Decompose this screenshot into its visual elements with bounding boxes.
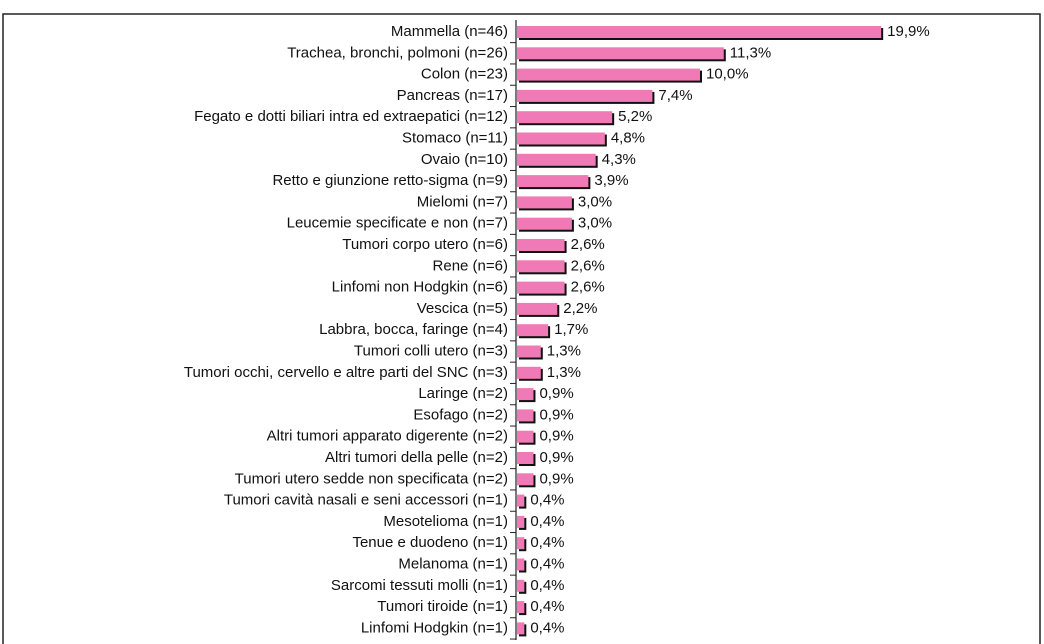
value-label: 0,4% <box>530 619 564 636</box>
value-label: 0,4% <box>530 598 564 615</box>
bar <box>517 558 525 571</box>
category-label: Trachea, bronchi, polmoni (n=26) <box>287 44 508 61</box>
category-label: Tumori tiroide (n=1) <box>377 598 508 615</box>
value-label: 7,4% <box>658 87 692 104</box>
bar <box>517 239 565 251</box>
category-label: Melanoma (n=1) <box>398 555 508 572</box>
category-label: Mesotelioma (n=1) <box>383 513 508 530</box>
bar <box>517 153 596 166</box>
category-label: Mammella (n=46) <box>391 23 508 40</box>
category-label: Stomaco (n=11) <box>402 129 508 146</box>
value-label: 2,6% <box>571 279 605 296</box>
bar <box>517 388 534 401</box>
category-label: Mielomi (n=7) <box>417 193 508 210</box>
category-label: Linfomi Hodgkin (n=1) <box>361 619 508 636</box>
value-label: 0,4% <box>530 555 564 572</box>
category-label: Labbra, bocca, faringe (n=4) <box>319 321 508 338</box>
value-label: 0,9% <box>539 428 573 445</box>
category-label: Linfomi non Hodgkin (n=6) <box>332 279 508 296</box>
bar <box>517 601 525 614</box>
category-label: Altri tumori apparato digerente (n=2) <box>267 428 508 445</box>
frame <box>2 13 1041 644</box>
bar <box>517 515 525 528</box>
value-label: 0,9% <box>539 385 573 402</box>
category-label: Altri tumori della pelle (n=2) <box>325 449 508 466</box>
value-label: 0,9% <box>539 449 573 466</box>
category-label: Vescica (n=5) <box>417 300 508 317</box>
value-label: 0,4% <box>530 534 564 551</box>
category-label: Tumori occhi, cervello e altre parti del… <box>184 364 508 381</box>
value-label: 4,8% <box>611 129 645 146</box>
value-label: 1,7% <box>554 321 588 338</box>
value-label: 3,0% <box>578 193 612 210</box>
category-label: Colon (n=23) <box>421 66 508 83</box>
bar <box>517 111 613 124</box>
bar <box>517 68 700 81</box>
category-label: Tenue e duodeno (n=1) <box>352 534 508 551</box>
bar <box>517 175 589 188</box>
value-label: 0,9% <box>539 470 573 487</box>
category-label: Tumori colli utero (n=3) <box>354 342 508 359</box>
bar <box>517 537 525 550</box>
category-label: Leucemie specificate e non (n=7) <box>287 215 508 232</box>
category-label: Retto e giunzione retto-sigma (n=9) <box>272 172 508 189</box>
bar <box>517 622 525 635</box>
category-label: Rene (n=6) <box>433 257 508 274</box>
bar <box>517 217 572 230</box>
value-label: 0,4% <box>530 577 564 594</box>
value-label: 1,3% <box>547 342 581 359</box>
value-label: 0,4% <box>530 513 564 530</box>
category-label: Tumori corpo utero (n=6) <box>342 236 508 253</box>
value-label: 0,4% <box>530 492 564 509</box>
value-label: 4,3% <box>602 151 636 168</box>
bar <box>517 409 534 422</box>
bar <box>517 345 541 358</box>
category-label: Tumori utero sedde non specificata (n=2) <box>235 470 508 487</box>
value-label: 5,2% <box>618 108 652 125</box>
value-label: 10,0% <box>706 66 749 83</box>
value-label: 2,2% <box>563 300 597 317</box>
value-label: 2,6% <box>571 236 605 253</box>
category-label: Sarcomi tessuti molli (n=1) <box>331 577 508 594</box>
bar <box>517 324 549 337</box>
bar <box>517 132 605 145</box>
category-label: Ovaio (n=10) <box>421 151 508 168</box>
bar <box>517 47 724 60</box>
value-label: 19,9% <box>887 23 930 40</box>
bar <box>517 196 572 209</box>
category-label: Tumori cavità nasali e seni accessori (n… <box>224 492 508 509</box>
value-label: 2,6% <box>571 257 605 274</box>
category-label: Pancreas (n=17) <box>397 87 508 104</box>
category-label: Laringe (n=2) <box>418 385 508 402</box>
bar <box>517 281 565 294</box>
value-label: 1,3% <box>547 364 581 381</box>
bar <box>517 452 534 464</box>
value-label: 3,0% <box>578 215 612 232</box>
category-label: Fegato e dotti biliari intra ed extraepa… <box>194 108 508 125</box>
value-label: 11,3% <box>730 44 771 61</box>
bar <box>517 473 534 486</box>
bar <box>517 26 882 38</box>
bar <box>517 494 525 507</box>
bar <box>517 302 558 315</box>
category-label: Esofago (n=2) <box>413 406 508 423</box>
bar <box>517 260 565 273</box>
bar <box>517 366 541 379</box>
value-label: 3,9% <box>594 172 628 189</box>
value-label: 0,9% <box>539 406 573 423</box>
bar <box>517 579 525 592</box>
bar <box>517 430 534 443</box>
bar <box>517 89 653 102</box>
